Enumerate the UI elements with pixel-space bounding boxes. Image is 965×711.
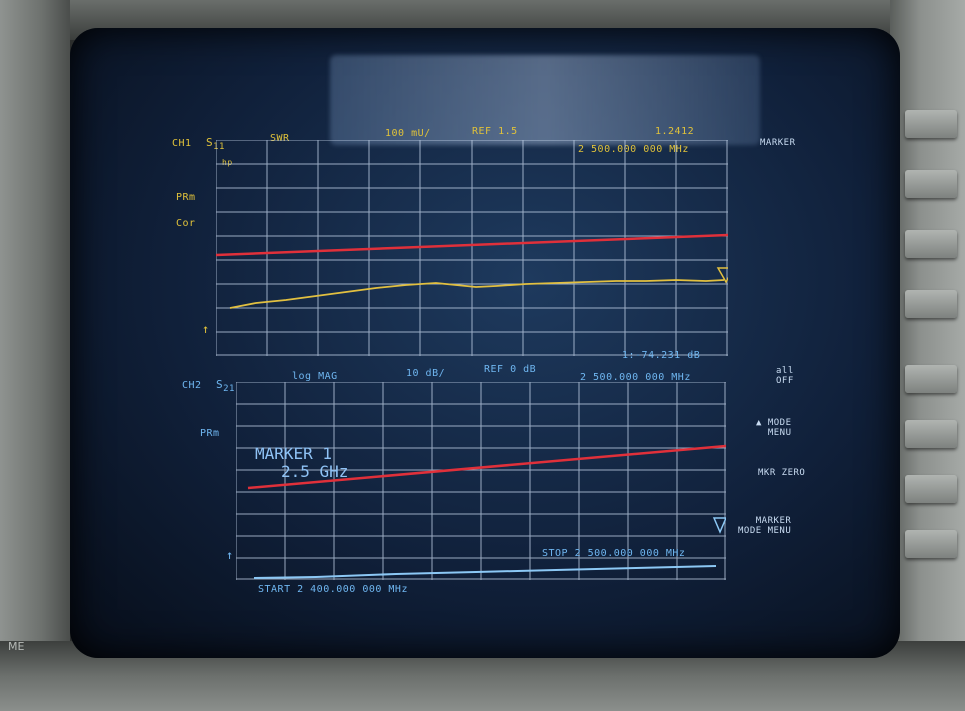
ch1-marker-value: 1.2412 xyxy=(655,126,695,137)
ch2-marker-icon xyxy=(712,517,726,534)
softkey-mode-menu[interactable]: ▲ MODE MENU xyxy=(756,418,792,438)
ch2-label: CH2 xyxy=(182,380,202,391)
side-hardkey[interactable] xyxy=(905,110,957,138)
ch1-hp-indicator: hp xyxy=(222,158,233,167)
ch1-side-label-cor: Cor xyxy=(176,218,196,229)
sweep-stop: STOP 2 500.000 000 MHz xyxy=(542,548,686,559)
ch1-scale: 100 mU/ xyxy=(385,128,431,139)
ch1-marker-icon xyxy=(716,267,728,284)
ch2-side-label-prm: PRm xyxy=(200,428,220,439)
side-hardkey[interactable] xyxy=(905,170,957,198)
sweep-start: START 2 400.000 000 MHz xyxy=(258,584,408,595)
ch2-ref: REF 0 dB xyxy=(484,364,537,375)
bezel-label: ME xyxy=(8,640,25,653)
marker-annotation-line1: MARKER 1 xyxy=(255,444,333,463)
ch1-side-label-prm: PRm xyxy=(176,192,196,203)
ch2-param-base: S xyxy=(216,378,224,391)
screen-reflection xyxy=(330,55,760,145)
side-hardkey[interactable] xyxy=(905,230,957,258)
ch2-param: S21 xyxy=(216,378,235,394)
ch1-param: S11 xyxy=(206,136,225,152)
ch2-ref-arrow-icon: ↑ xyxy=(226,548,234,562)
softkey-all-off[interactable]: all OFF xyxy=(776,366,794,386)
softkey-title: MARKER xyxy=(760,138,796,148)
analyzer-screen xyxy=(70,28,900,658)
softkey-mkr-zero[interactable]: MKR ZERO xyxy=(758,468,806,478)
side-hardkey[interactable] xyxy=(905,475,957,503)
side-hardkey[interactable] xyxy=(905,530,957,558)
ch1-param-base: S xyxy=(206,136,214,149)
ch1-grid-lines xyxy=(216,140,728,356)
ch2-grid-lines xyxy=(236,382,726,580)
ch1-graticule xyxy=(216,140,728,356)
ch2-marker-value: 1:-74.231 dB xyxy=(622,350,701,361)
ch2-scale: 10 dB/ xyxy=(406,368,446,379)
ch2-format: log MAG xyxy=(292,371,338,382)
marker-annotation-line2: 2.5 GHz xyxy=(281,462,349,481)
ch2-marker-freq: 2 500.000 000 MHz xyxy=(580,372,691,383)
softkey-marker-mode-menu[interactable]: MARKER MODE MENU xyxy=(738,516,792,536)
ch1-label: CH1 xyxy=(172,138,192,149)
ch1-marker-freq: 2 500.000 000 MHz xyxy=(578,144,689,155)
marker-annotation: MARKER 1 2.5 GHz xyxy=(255,445,348,481)
ch2-param-sub: 21 xyxy=(223,384,235,395)
side-hardkey[interactable] xyxy=(905,420,957,448)
ch1-limit-line xyxy=(216,233,728,257)
instrument-bezel-left xyxy=(0,0,70,711)
ch2-limit-line xyxy=(247,444,726,490)
ch1-ref-arrow-icon: ↑ xyxy=(202,322,210,336)
instrument-bezel-right xyxy=(890,0,965,711)
side-hardkey[interactable] xyxy=(905,290,957,318)
side-hardkey[interactable] xyxy=(905,365,957,393)
ch1-format: SWR xyxy=(270,133,290,144)
ch1-trace xyxy=(229,279,725,309)
ch2-trace xyxy=(253,565,717,579)
ch1-ref: REF 1.5 xyxy=(472,126,518,137)
ch2-graticule xyxy=(236,382,726,580)
ch1-param-sub: 11 xyxy=(213,142,225,153)
